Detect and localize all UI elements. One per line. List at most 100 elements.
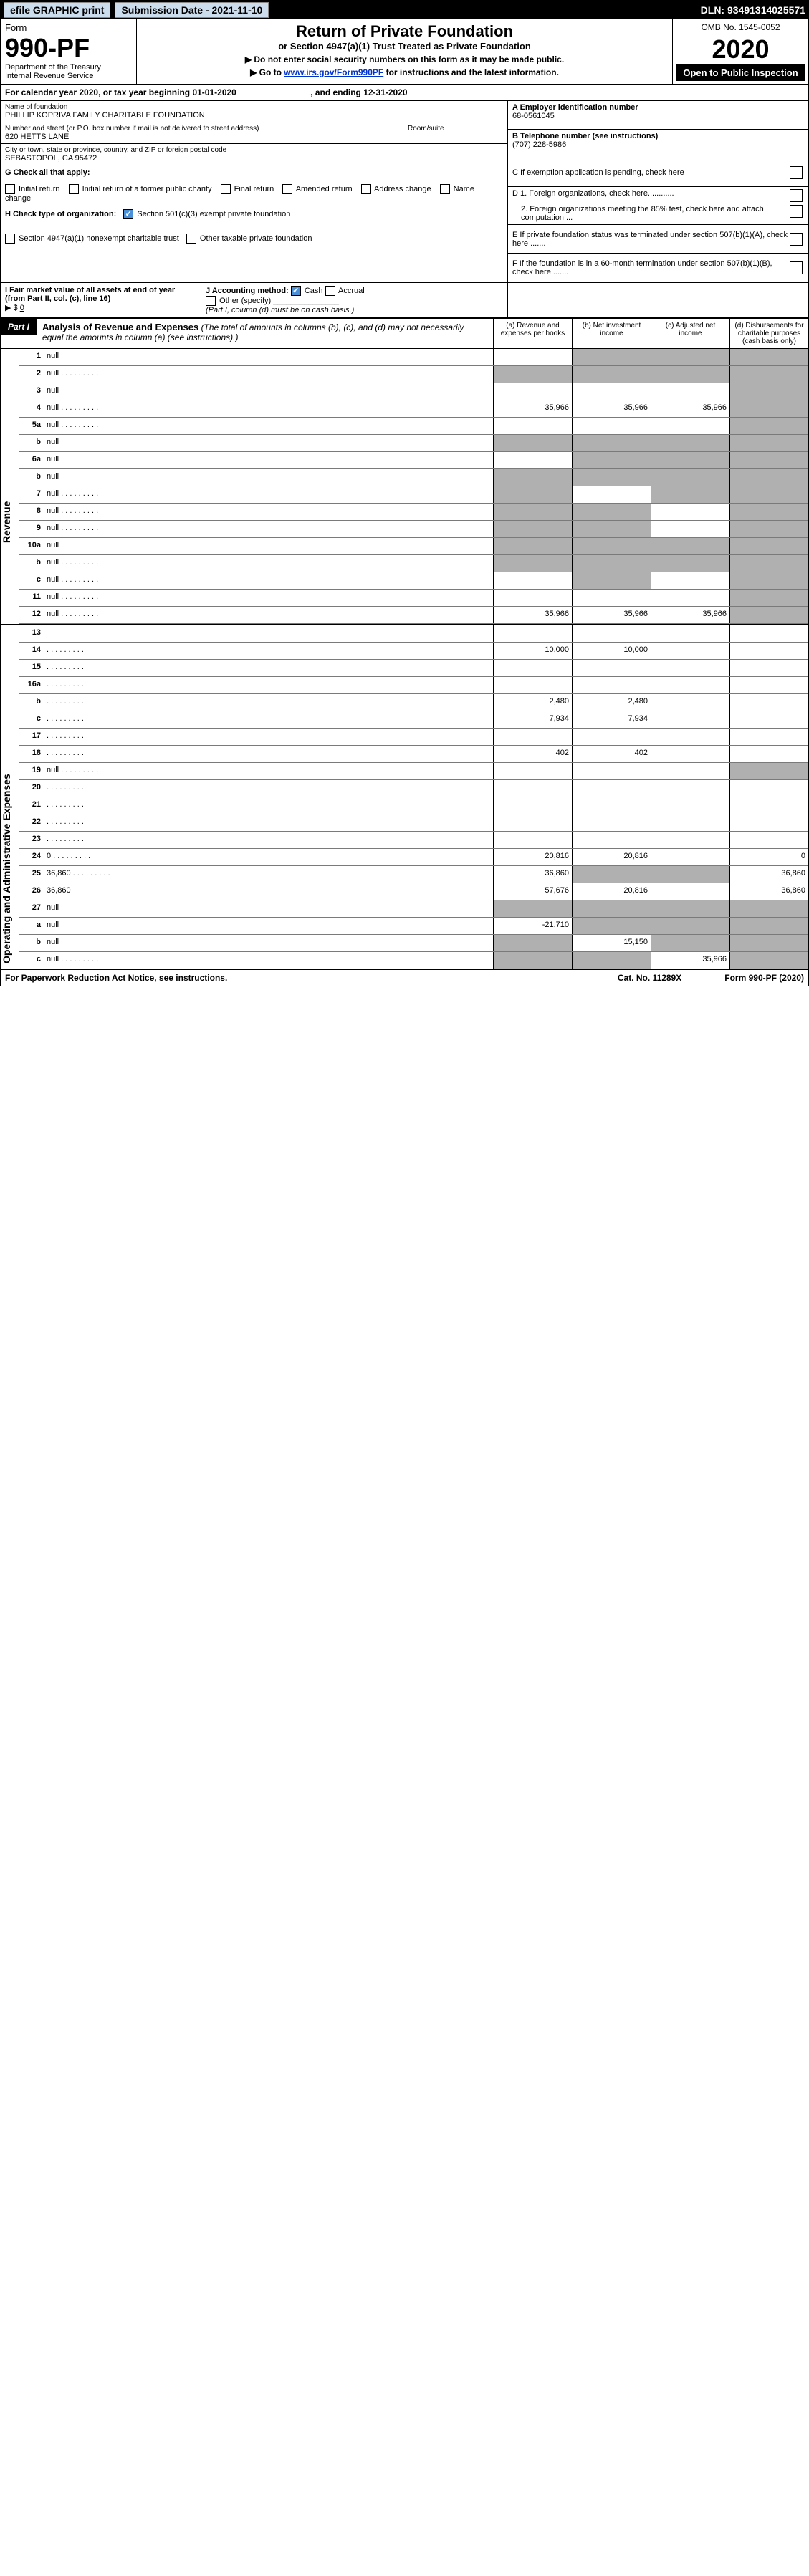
line-desc [44, 746, 493, 762]
h-label: H Check type of organization: [5, 210, 116, 218]
phone-label: B Telephone number (see instructions) [512, 132, 658, 140]
revenue-side-label: Revenue [1, 349, 19, 624]
line-8-col-a [493, 504, 572, 520]
line-desc: null [44, 555, 493, 572]
city-label: City or town, state or province, country… [5, 146, 503, 154]
line-5a-col-d [729, 418, 808, 434]
line-4: 4null35,96635,96635,966 [19, 400, 808, 418]
cash-checkbox[interactable] [291, 286, 301, 296]
line-desc: null [44, 607, 493, 623]
line-num: 1 [19, 349, 44, 365]
j-cell: J Accounting method: Cash Accrual Other … [201, 283, 507, 317]
line-23-col-a [493, 832, 572, 848]
line-desc: null [44, 935, 493, 951]
line-20-col-d [729, 780, 808, 797]
line-num: c [19, 952, 44, 969]
addr-label: Number and street (or P.O. box number if… [5, 125, 403, 133]
line-6a: 6anull [19, 452, 808, 469]
line-desc: null [44, 538, 493, 554]
line-num: 17 [19, 729, 44, 745]
line-b-col-b [572, 469, 651, 486]
line-2-col-d [729, 366, 808, 383]
info-left: Name of foundation PHILLIP KOPRIVA FAMIL… [1, 101, 507, 282]
line-25-col-c [651, 866, 729, 883]
line-a-col-c [651, 918, 729, 934]
h-opt2-checkbox[interactable] [5, 234, 15, 244]
line-24-col-a: 20,816 [493, 849, 572, 865]
i-cell: I Fair market value of all assets at end… [1, 283, 201, 317]
name-label: Name of foundation [5, 103, 503, 111]
line-1-col-c [651, 349, 729, 365]
line-3-col-b [572, 383, 651, 400]
line-11-col-c [651, 590, 729, 606]
line-num: b [19, 694, 44, 711]
line-16a-col-c [651, 677, 729, 693]
line-desc: null [44, 469, 493, 486]
form-word: Form [5, 22, 132, 33]
line-3: 3null [19, 383, 808, 400]
line-desc: null [44, 435, 493, 451]
line-desc [44, 694, 493, 711]
dept-label: Department of the Treasury [5, 63, 132, 72]
line-b-col-c [651, 435, 729, 451]
line-desc [44, 729, 493, 745]
line-num: 21 [19, 797, 44, 814]
other-checkbox[interactable] [206, 296, 216, 306]
line-b-col-d [729, 469, 808, 486]
line-16a: 16a [19, 677, 808, 694]
line-8-col-d [729, 504, 808, 520]
line-10a-col-a [493, 538, 572, 554]
line-24-col-c [651, 849, 729, 865]
accrual-checkbox[interactable] [325, 286, 335, 296]
line-21-col-c [651, 797, 729, 814]
h-opt1-checkbox[interactable] [123, 209, 133, 219]
line-desc [44, 797, 493, 814]
instruction-1: ▶ Do not enter social security numbers o… [144, 54, 665, 64]
line-desc: null [44, 952, 493, 969]
efile-button[interactable]: efile GRAPHIC print [4, 2, 110, 18]
h-opt1: Section 501(c)(3) exempt private foundat… [137, 210, 290, 218]
line-desc [44, 711, 493, 728]
line-19-col-b [572, 763, 651, 779]
line-26-col-b: 20,816 [572, 883, 651, 900]
i-arrow: ▶ $ [5, 304, 18, 312]
d2-checkbox[interactable] [790, 205, 803, 218]
form-header: Form 990-PF Department of the Treasury I… [1, 19, 808, 85]
line-17-col-a [493, 729, 572, 745]
form-title: Return of Private Foundation [144, 22, 665, 41]
line-13-col-c [651, 625, 729, 642]
line-b-col-b: 2,480 [572, 694, 651, 711]
d1-checkbox[interactable] [790, 189, 803, 202]
line-b-col-a [493, 935, 572, 951]
e-checkbox[interactable] [790, 233, 803, 246]
footer-form: Form 990-PF (2020) [724, 973, 804, 983]
part1-title: Analysis of Revenue and Expenses [42, 322, 198, 332]
line-14-col-c [651, 643, 729, 659]
revenue-section: Revenue 1 null 2null3null4null35,96635,966… [1, 349, 808, 624]
j-note: (Part I, column (d) must be on cash basi… [206, 306, 503, 314]
c-checkbox[interactable] [790, 166, 803, 179]
line-b: bnull15,150 [19, 935, 808, 952]
f-checkbox[interactable] [790, 261, 803, 274]
h-opt3-checkbox[interactable] [186, 234, 196, 244]
line-12-col-c: 35,966 [651, 607, 729, 623]
line-20-col-b [572, 780, 651, 797]
col-a: (a) Revenue and expenses per books [493, 319, 572, 348]
line-b-col-a [493, 555, 572, 572]
line-num: 26 [19, 883, 44, 900]
line-16a-col-d [729, 677, 808, 693]
line-desc: 36,860 [44, 866, 493, 883]
line-7-col-b [572, 486, 651, 503]
line-num: 13 [19, 625, 44, 642]
form-url-link[interactable]: www.irs.gov/Form990PF [284, 67, 383, 77]
line-2: 2null [19, 366, 808, 383]
line-8-col-c [651, 504, 729, 520]
line-23: 23 [19, 832, 808, 849]
line-1-col-b [572, 349, 651, 365]
line-13-col-d [729, 625, 808, 642]
line-18: 18402402 [19, 746, 808, 763]
line-8-col-b [572, 504, 651, 520]
line-22-col-c [651, 814, 729, 831]
line-desc: null [44, 504, 493, 520]
line-21-col-b [572, 797, 651, 814]
